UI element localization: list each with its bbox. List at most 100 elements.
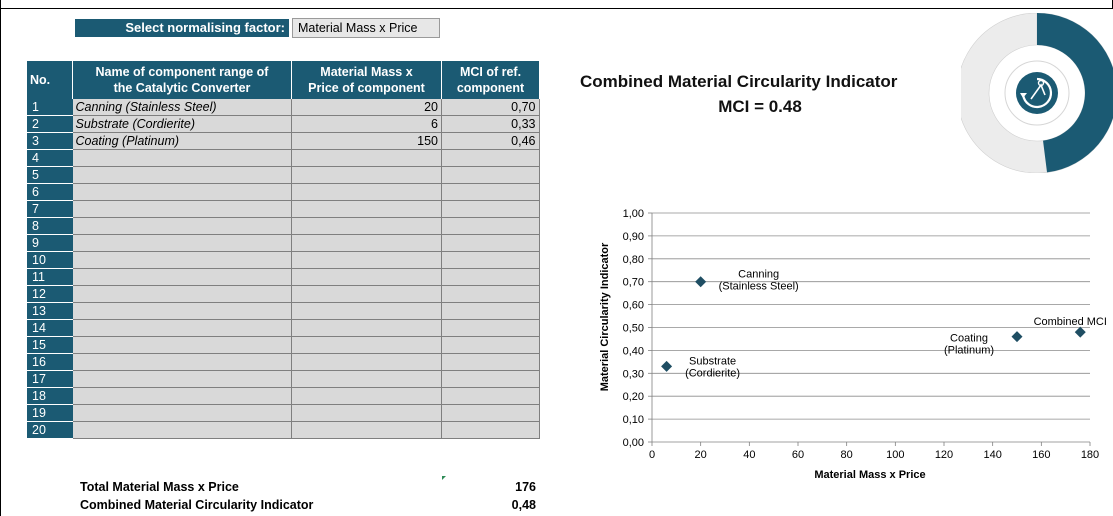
component-name-cell[interactable] <box>72 200 292 218</box>
mass-price-cell[interactable] <box>291 166 442 184</box>
component-name-cell[interactable] <box>72 353 292 371</box>
table-row: 4 <box>27 149 540 167</box>
component-name-cell[interactable] <box>72 404 292 422</box>
table-header-row: No. Name of component range of the Catal… <box>27 61 539 99</box>
component-name-cell[interactable] <box>72 387 292 405</box>
mci-cell[interactable] <box>441 217 540 235</box>
component-name-cell[interactable] <box>72 234 292 252</box>
component-name-cell[interactable] <box>72 319 292 337</box>
data-point-marker <box>1011 331 1023 343</box>
mci-cell[interactable] <box>441 421 540 439</box>
mass-price-cell[interactable] <box>291 302 442 320</box>
component-name-cell[interactable]: Canning (Stainless Steel) <box>72 99 292 116</box>
row-number: 1 <box>27 99 73 116</box>
mass-price-cell[interactable] <box>291 200 442 218</box>
normalising-factor-select[interactable]: Material Mass x Price <box>292 18 440 38</box>
mass-price-cell[interactable] <box>291 217 442 235</box>
mci-cell[interactable] <box>441 404 540 422</box>
mci-cell[interactable]: 0,33 <box>441 115 540 133</box>
mass-price-cell[interactable]: 20 <box>291 99 442 116</box>
mci-cell[interactable] <box>441 234 540 252</box>
x-tick-label: 100 <box>886 449 904 461</box>
mass-price-cell[interactable] <box>291 404 442 422</box>
row-number: 18 <box>27 387 73 405</box>
mci-scatter-chart: 0,00 0,10 0,20 0,30 0,40 0,50 0,60 0,70 0,80 0,90… <box>599 208 1107 481</box>
table-row: 9 <box>27 234 540 252</box>
table-row: 15 <box>27 336 540 354</box>
component-name-cell[interactable] <box>72 421 292 439</box>
mass-price-cell[interactable]: 6 <box>291 115 442 133</box>
y-tick-label: 0,80 <box>623 254 644 266</box>
component-name-cell[interactable]: Substrate (Cordierite) <box>72 115 292 133</box>
component-name-cell[interactable] <box>72 370 292 388</box>
mci-value: MCI = 0.48 <box>718 97 802 116</box>
row-number: 13 <box>27 302 73 320</box>
y-tick-label: 0,40 <box>623 345 644 357</box>
component-name-cell[interactable] <box>72 336 292 354</box>
table-row: 5 <box>27 166 540 184</box>
mci-cell[interactable]: 0,46 <box>441 132 540 150</box>
mass-price-cell[interactable] <box>291 285 442 303</box>
mass-price-cell[interactable] <box>291 183 442 201</box>
mci-cell[interactable] <box>441 370 540 388</box>
mass-price-cell[interactable] <box>291 370 442 388</box>
component-name-cell[interactable] <box>72 302 292 320</box>
component-name-cell[interactable] <box>72 217 292 235</box>
table-row: 19 <box>27 404 540 422</box>
mci-cell[interactable] <box>441 200 540 218</box>
row-number: 16 <box>27 353 73 371</box>
x-tick-label: 120 <box>935 449 953 461</box>
component-name-cell[interactable] <box>72 285 292 303</box>
y-tick-label: 0,10 <box>623 414 644 426</box>
totals-block: Total Material Mass x Price 176 Combined… <box>80 478 540 514</box>
mass-price-cell[interactable] <box>291 319 442 337</box>
component-name-cell[interactable]: Coating (Platinum) <box>72 132 292 150</box>
y-tick-label: 0,60 <box>623 300 644 312</box>
mci-cell[interactable] <box>441 387 540 405</box>
combined-mci-label: Combined Material Circularity Indicator <box>80 498 314 512</box>
mci-cell[interactable]: 0,70 <box>441 99 540 116</box>
component-name-cell[interactable] <box>72 183 292 201</box>
cell-comment-marker <box>442 476 446 480</box>
mci-cell[interactable] <box>441 302 540 320</box>
mass-price-cell[interactable]: 150 <box>291 132 442 150</box>
y-tick-label: 0,90 <box>623 231 644 243</box>
normalising-factor-label: Select normalising factor: <box>75 19 289 37</box>
mci-cell[interactable] <box>441 319 540 337</box>
mass-price-cell[interactable] <box>291 387 442 405</box>
combined-mci-value: 0,48 <box>511 498 536 512</box>
chart-axes <box>651 213 1091 446</box>
mass-price-cell[interactable] <box>291 268 442 286</box>
x-tick-label: 0 <box>649 449 655 461</box>
row-number: 19 <box>27 404 73 422</box>
mass-price-cell[interactable] <box>291 353 442 371</box>
component-name-cell[interactable] <box>72 166 292 184</box>
mci-cell[interactable] <box>441 268 540 286</box>
mci-cell[interactable] <box>441 353 540 371</box>
component-name-cell[interactable] <box>72 149 292 167</box>
mci-cell[interactable] <box>441 149 540 167</box>
mci-cell[interactable] <box>441 285 540 303</box>
row-number: 20 <box>27 421 73 439</box>
mci-cell[interactable] <box>441 336 540 354</box>
header-name-line1: Name of component range of <box>95 65 269 79</box>
header-name-line2: the Catalytic Converter <box>113 81 251 95</box>
table-row: 20 <box>27 421 540 439</box>
mass-price-cell[interactable] <box>291 336 442 354</box>
y-tick-label: 0,70 <box>623 277 644 289</box>
table-row: 6 <box>27 183 540 201</box>
chart-point-labels: Canning(Stainless Steel) Substrate(Cordie… <box>685 269 1107 380</box>
mci-cell[interactable] <box>441 251 540 269</box>
mass-price-cell[interactable] <box>291 421 442 439</box>
table-row: 18 <box>27 387 540 405</box>
mass-price-cell[interactable] <box>291 234 442 252</box>
mci-cell[interactable] <box>441 183 540 201</box>
mci-cell[interactable] <box>441 166 540 184</box>
header-mci-line2: component <box>456 81 525 95</box>
combined-mci-row: Combined Material Circularity Indicator … <box>80 496 540 514</box>
mass-price-cell[interactable] <box>291 251 442 269</box>
component-name-cell[interactable] <box>72 251 292 269</box>
component-name-cell[interactable] <box>72 268 292 286</box>
mass-price-cell[interactable] <box>291 149 442 167</box>
y-axis-title: Material Circularity Indicator <box>599 242 611 391</box>
